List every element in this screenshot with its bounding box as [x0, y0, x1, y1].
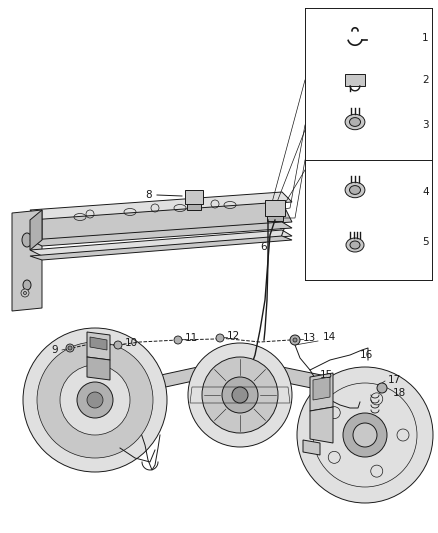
Text: 1: 1: [422, 33, 429, 43]
Circle shape: [87, 392, 103, 408]
Text: 5: 5: [422, 237, 429, 247]
Polygon shape: [303, 440, 320, 455]
Polygon shape: [30, 222, 292, 246]
Text: 7: 7: [278, 228, 285, 238]
Text: 9: 9: [51, 345, 58, 355]
Text: 2: 2: [422, 75, 429, 85]
FancyBboxPatch shape: [265, 200, 285, 216]
Text: 12: 12: [227, 331, 240, 341]
Ellipse shape: [21, 289, 29, 297]
Ellipse shape: [24, 292, 27, 295]
Polygon shape: [310, 373, 333, 411]
Ellipse shape: [345, 182, 365, 198]
Circle shape: [290, 335, 300, 345]
Polygon shape: [12, 210, 42, 311]
Ellipse shape: [350, 118, 360, 126]
Circle shape: [37, 342, 153, 458]
Circle shape: [343, 413, 387, 457]
Circle shape: [77, 382, 113, 418]
Polygon shape: [310, 407, 333, 443]
FancyBboxPatch shape: [187, 204, 201, 210]
Circle shape: [174, 336, 182, 344]
Polygon shape: [30, 210, 42, 250]
Circle shape: [377, 383, 387, 393]
Circle shape: [216, 334, 224, 342]
Text: 3: 3: [422, 120, 429, 130]
Circle shape: [293, 338, 297, 342]
Ellipse shape: [350, 241, 360, 249]
Circle shape: [188, 343, 292, 447]
Polygon shape: [30, 192, 292, 220]
Text: 18: 18: [393, 388, 406, 398]
Polygon shape: [248, 360, 370, 400]
Ellipse shape: [23, 280, 31, 290]
Text: 6: 6: [261, 242, 267, 252]
Circle shape: [114, 341, 122, 349]
Ellipse shape: [345, 114, 365, 130]
FancyBboxPatch shape: [185, 190, 203, 204]
Ellipse shape: [22, 233, 32, 247]
Polygon shape: [103, 392, 125, 408]
Polygon shape: [90, 337, 107, 350]
Text: 14: 14: [323, 332, 336, 342]
Circle shape: [297, 367, 433, 503]
Text: 4: 4: [422, 187, 429, 197]
Circle shape: [66, 344, 74, 352]
Circle shape: [222, 377, 258, 413]
Ellipse shape: [346, 238, 364, 252]
Polygon shape: [313, 377, 330, 400]
Polygon shape: [65, 345, 105, 460]
Polygon shape: [346, 74, 364, 86]
Circle shape: [60, 365, 130, 435]
Circle shape: [202, 357, 278, 433]
Polygon shape: [30, 230, 292, 256]
Text: 10: 10: [125, 338, 138, 348]
Polygon shape: [115, 360, 230, 398]
Circle shape: [23, 328, 167, 472]
Text: 15: 15: [320, 370, 333, 380]
Circle shape: [68, 346, 72, 350]
Text: 17: 17: [388, 375, 401, 385]
Polygon shape: [87, 357, 110, 380]
Circle shape: [353, 423, 377, 447]
Polygon shape: [30, 202, 292, 240]
Text: 11: 11: [185, 333, 198, 343]
Text: 13: 13: [303, 333, 316, 343]
Text: 16: 16: [360, 350, 373, 360]
FancyBboxPatch shape: [267, 216, 283, 221]
Polygon shape: [30, 236, 292, 260]
Text: 8: 8: [145, 190, 152, 200]
Ellipse shape: [350, 185, 360, 195]
Circle shape: [232, 387, 248, 403]
Polygon shape: [87, 332, 110, 360]
